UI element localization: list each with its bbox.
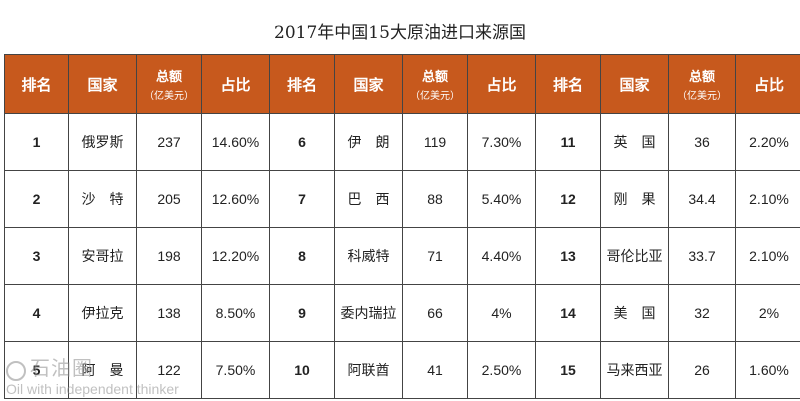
- rank-cell: 9: [269, 284, 335, 342]
- share-cell: 14.60%: [201, 113, 270, 171]
- header-row: 排名 国家 总额 （亿美元） 占比 排名 国家 总额 （亿美元） 占比 排名 国家 …: [4, 54, 800, 114]
- share-cell: 4.40%: [467, 227, 536, 285]
- rank-cell: 13: [535, 227, 601, 285]
- header-country: 国家: [68, 54, 137, 114]
- country-cell: 巴 西: [334, 170, 403, 228]
- country-cell: 哥伦比亚: [600, 227, 669, 285]
- share-cell: 12.60%: [201, 170, 270, 228]
- rank-cell: 8: [269, 227, 335, 285]
- share-cell: 2%: [735, 284, 800, 342]
- share-cell: 2.20%: [735, 113, 800, 171]
- header-country: 国家: [600, 54, 669, 114]
- country-cell: 伊 朗: [334, 113, 403, 171]
- table-row: 2 沙 特 205 12.60% 7 巴 西 88 5.40% 12 刚 果 3…: [4, 170, 800, 228]
- header-amount: 总额 （亿美元）: [668, 54, 736, 114]
- country-cell: 英 国: [600, 113, 669, 171]
- rank-cell: 14: [535, 284, 601, 342]
- country-cell: 科威特: [334, 227, 403, 285]
- country-cell: 伊拉克: [68, 284, 137, 342]
- amount-cell: 205: [136, 170, 202, 228]
- rank-cell: 11: [535, 113, 601, 171]
- header-share: 占比: [735, 54, 800, 114]
- amount-cell: 41: [402, 341, 468, 399]
- header-amount: 总额 （亿美元）: [402, 54, 468, 114]
- share-cell: 5.40%: [467, 170, 536, 228]
- rank-cell: 1: [4, 113, 69, 171]
- rank-cell: 10: [269, 341, 335, 399]
- country-cell: 委内瑞拉: [334, 284, 403, 342]
- header-amount: 总额 （亿美元）: [136, 54, 202, 114]
- country-cell: 阿联酋: [334, 341, 403, 399]
- country-cell: 安哥拉: [68, 227, 137, 285]
- amount-cell: 198: [136, 227, 202, 285]
- amount-cell: 71: [402, 227, 468, 285]
- amount-cell: 237: [136, 113, 202, 171]
- country-cell: 马来西亚: [600, 341, 669, 399]
- amount-cell: 26: [668, 341, 736, 399]
- amount-cell: 32: [668, 284, 736, 342]
- rank-cell: 7: [269, 170, 335, 228]
- rank-cell: 5: [4, 341, 69, 399]
- rank-cell: 6: [269, 113, 335, 171]
- amount-cell: 34.4: [668, 170, 736, 228]
- header-rank: 排名: [269, 54, 335, 114]
- table-row: 4 伊拉克 138 8.50% 9 委内瑞拉 66 4% 14 美 国 32 2…: [4, 284, 800, 342]
- amount-cell: 138: [136, 284, 202, 342]
- share-cell: 4%: [467, 284, 536, 342]
- header-share: 占比: [201, 54, 270, 114]
- share-cell: 2.50%: [467, 341, 536, 399]
- header-rank: 排名: [4, 54, 69, 114]
- share-cell: 1.60%: [735, 341, 800, 399]
- share-cell: 2.10%: [735, 227, 800, 285]
- header-share: 占比: [467, 54, 536, 114]
- share-cell: 2.10%: [735, 170, 800, 228]
- table-row: 3 安哥拉 198 12.20% 8 科威特 71 4.40% 13 哥伦比亚 …: [4, 227, 800, 285]
- share-cell: 8.50%: [201, 284, 270, 342]
- share-cell: 7.50%: [201, 341, 270, 399]
- page-title: 2017年中国15大原油进口来源国: [274, 23, 526, 43]
- amount-cell: 119: [402, 113, 468, 171]
- rank-cell: 3: [4, 227, 69, 285]
- share-cell: 7.30%: [467, 113, 536, 171]
- country-cell: 刚 果: [600, 170, 669, 228]
- rank-cell: 15: [535, 341, 601, 399]
- country-cell: 美 国: [600, 284, 669, 342]
- amount-cell: 66: [402, 284, 468, 342]
- oil-import-table: 排名 国家 总额 （亿美元） 占比 排名 国家 总额 （亿美元） 占比 排名 国家 …: [4, 54, 800, 399]
- country-cell: 俄罗斯: [68, 113, 137, 171]
- amount-cell: 88: [402, 170, 468, 228]
- amount-cell: 122: [136, 341, 202, 399]
- table-row: 5 阿 曼 122 7.50% 10 阿联酋 41 2.50% 15 马来西亚 …: [4, 341, 800, 399]
- rank-cell: 2: [4, 170, 69, 228]
- amount-cell: 33.7: [668, 227, 736, 285]
- share-cell: 12.20%: [201, 227, 270, 285]
- amount-cell: 36: [668, 113, 736, 171]
- header-rank: 排名: [535, 54, 601, 114]
- rank-cell: 4: [4, 284, 69, 342]
- table-row: 1 俄罗斯 237 14.60% 6 伊 朗 119 7.30% 11 英 国 …: [4, 113, 800, 171]
- country-cell: 阿 曼: [68, 341, 137, 399]
- country-cell: 沙 特: [68, 170, 137, 228]
- header-country: 国家: [334, 54, 403, 114]
- rank-cell: 12: [535, 170, 601, 228]
